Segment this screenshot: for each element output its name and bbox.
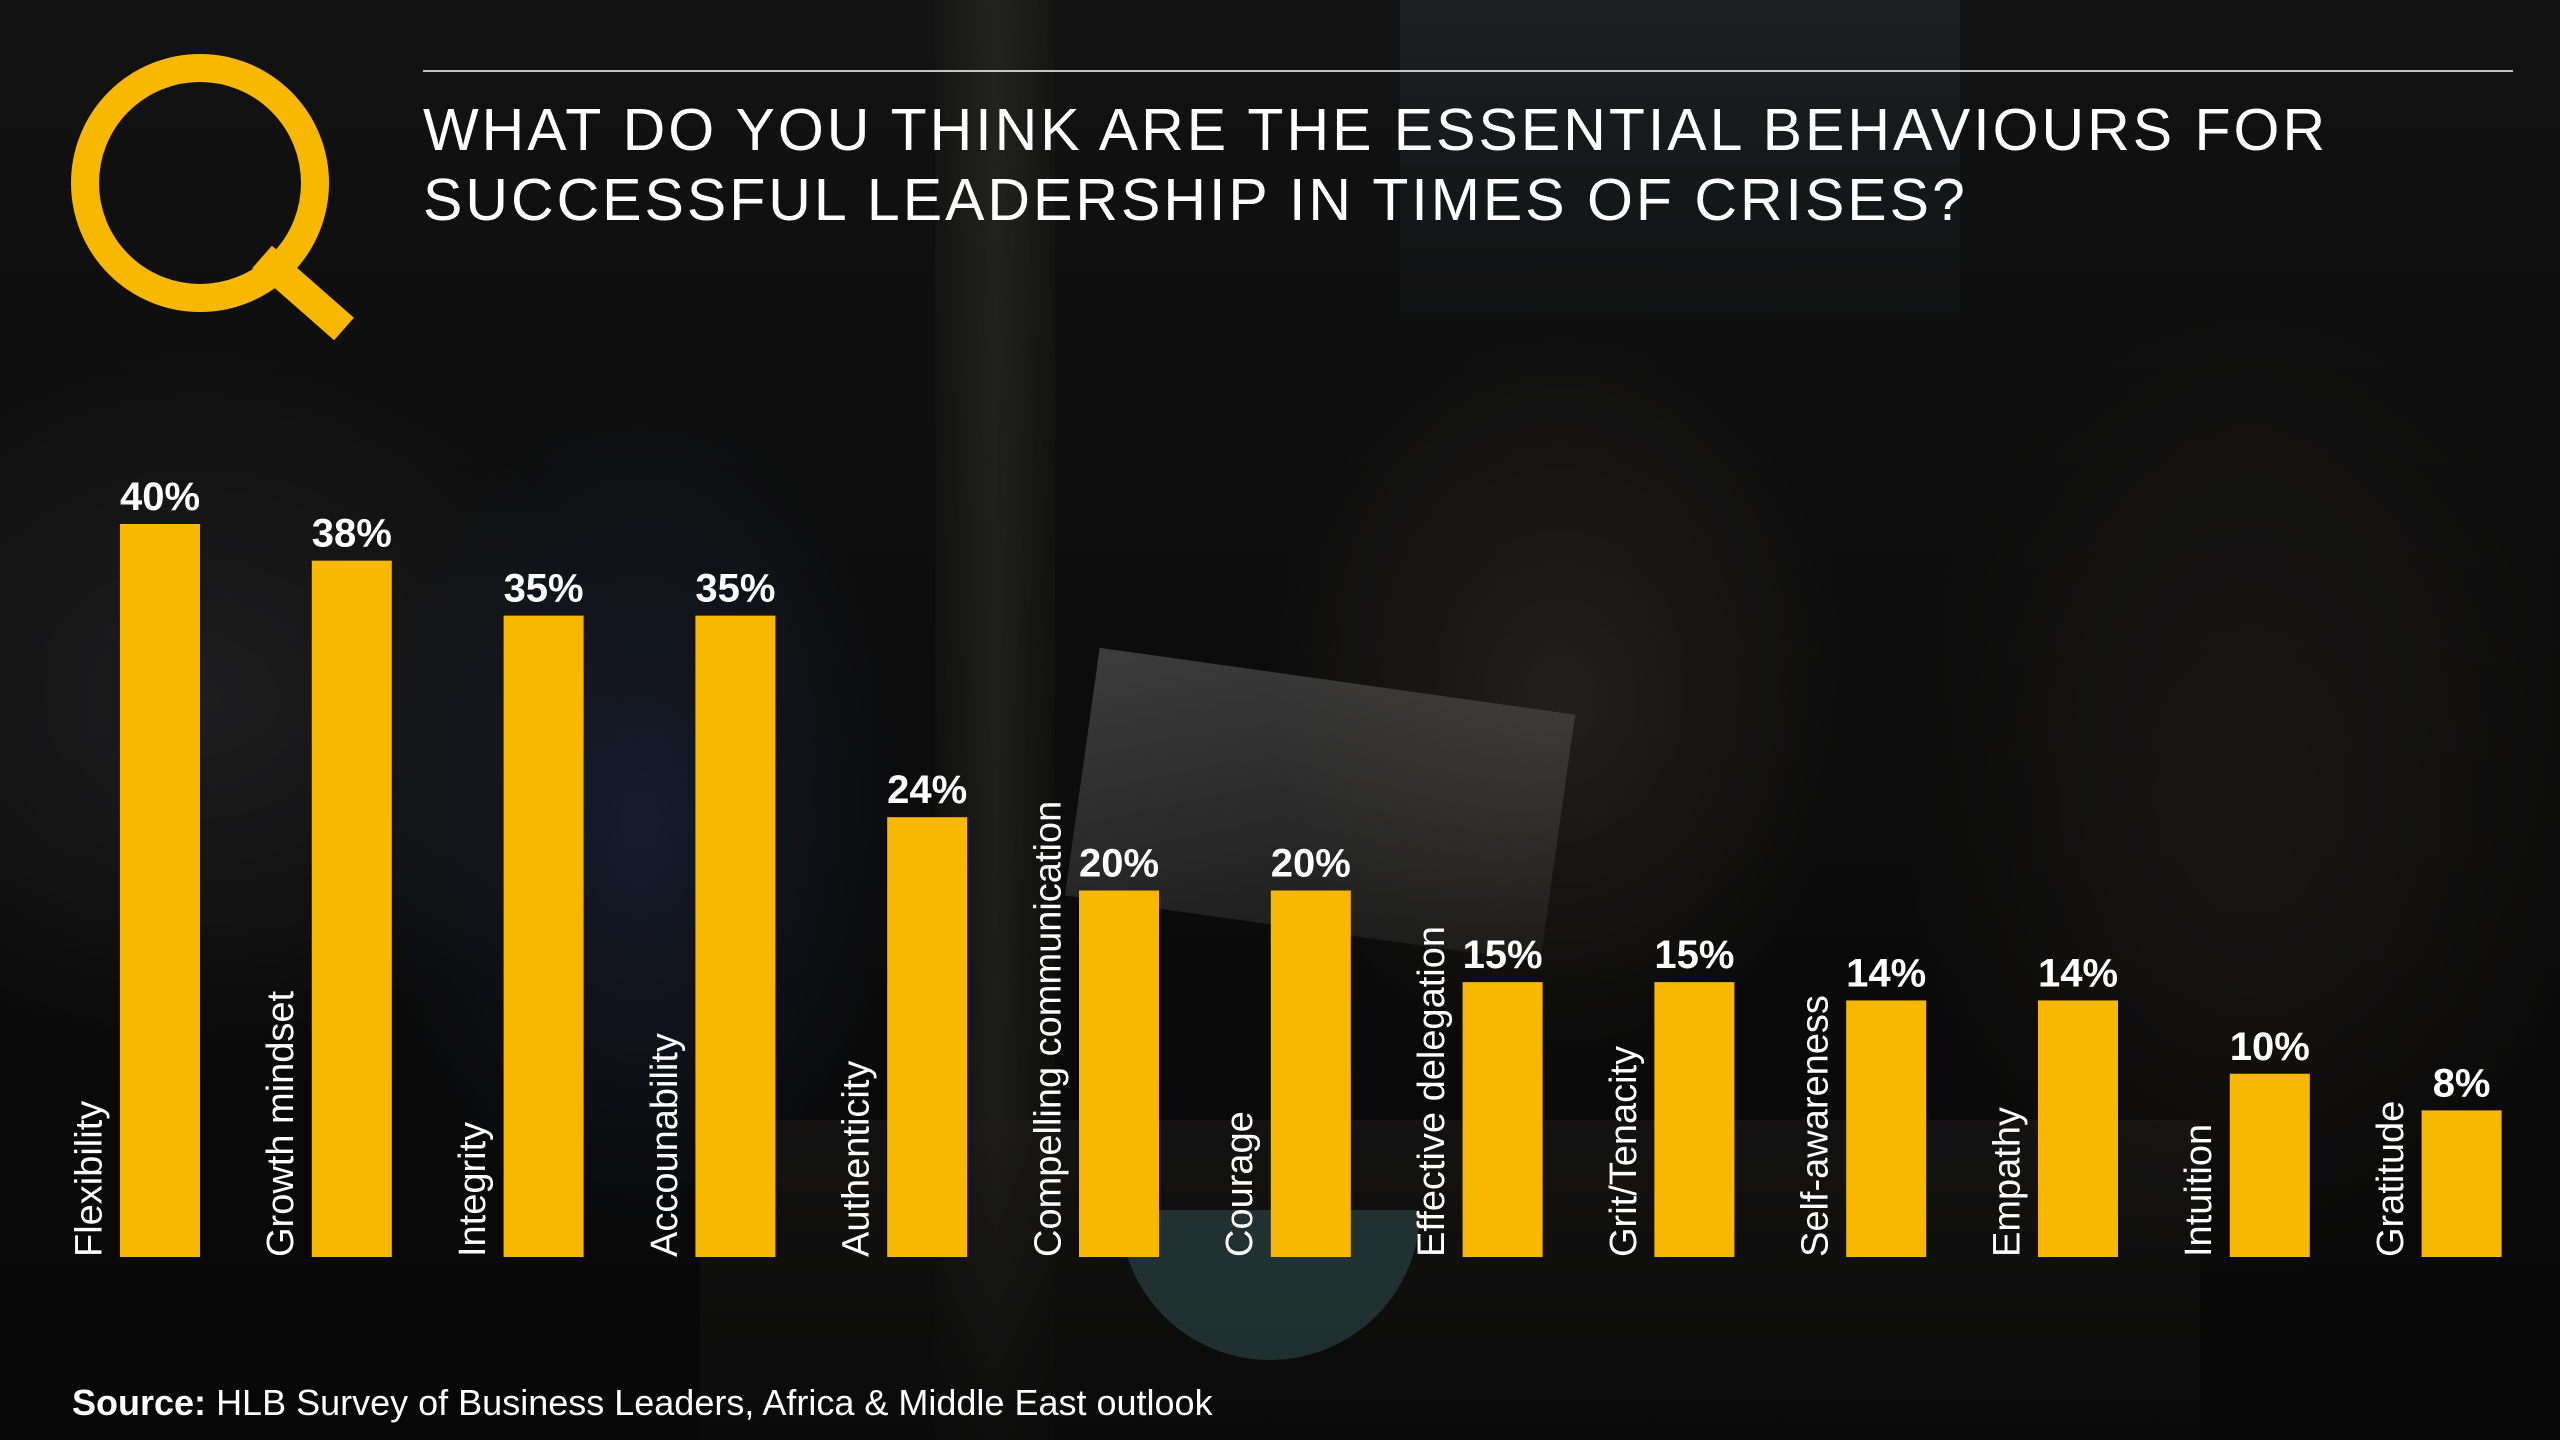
category-label: Intuition: [2178, 1124, 2220, 1257]
category-label: Authenticity: [836, 1061, 878, 1257]
category-label: Growth mindset: [260, 990, 302, 1257]
category-label: Empathy: [1986, 1107, 2028, 1257]
title-line-2: SUCCESSFUL LEADERSHIP IN TIMES OF CRISES…: [423, 167, 1968, 233]
bar-value-label: 14%: [2038, 951, 2118, 995]
bar-value-label: 20%: [1079, 842, 1159, 886]
bar-value-label: 8%: [2433, 1061, 2491, 1105]
bar-value-label: 20%: [1271, 842, 1351, 886]
bar-9: [1654, 982, 1735, 1257]
bar-3: [503, 615, 584, 1257]
bar-7: [1270, 890, 1351, 1257]
source-label: Source:: [72, 1382, 207, 1423]
category-label: Effective delegation: [1411, 926, 1453, 1257]
bar-5: [887, 817, 968, 1257]
bar-4: [695, 615, 776, 1257]
category-label: Flexibility: [68, 1101, 110, 1257]
bar-value-label: 38%: [312, 512, 392, 556]
source-note: Source: HLB Survey of Business Leaders, …: [72, 1382, 1213, 1424]
bar-2: [311, 560, 392, 1257]
bar-value-label: 40%: [120, 475, 200, 519]
bar-value-label: 14%: [1846, 951, 1926, 995]
bar-10: [1846, 1000, 1927, 1257]
background-window: [1400, 0, 1960, 320]
title-rule: [423, 70, 2513, 72]
category-label: Courage: [1219, 1111, 1261, 1257]
bar-8: [1462, 982, 1543, 1257]
bar-value-label: 10%: [2230, 1025, 2310, 1069]
category-label: Self-awareness: [1795, 995, 1837, 1257]
bar-value-label: 15%: [1463, 933, 1543, 977]
chart-title: WHAT DO YOU THINK ARE THE ESSENTIAL BEHA…: [423, 95, 2503, 235]
bar-value-label: 35%: [504, 567, 584, 611]
bar-value-label: 35%: [695, 567, 775, 611]
bar-value-label: 15%: [1654, 933, 1734, 977]
bar-12: [2229, 1073, 2310, 1257]
title-line-1: WHAT DO YOU THINK ARE THE ESSENTIAL BEHA…: [423, 97, 2329, 163]
bar-13: [2421, 1110, 2502, 1257]
bar-value-label: 24%: [887, 768, 967, 812]
bar-6: [1079, 890, 1159, 1257]
bar-1: [120, 524, 200, 1257]
category-label: Compelling communication: [1027, 801, 1069, 1257]
category-label: Accounability: [644, 1033, 686, 1257]
category-label: Integrity: [452, 1122, 494, 1257]
q-logo-icon: [71, 54, 354, 341]
category-label: Gratitude: [2370, 1101, 2412, 1257]
category-label: Grit/Tenacity: [1603, 1046, 1645, 1257]
source-text: HLB Survey of Business Leaders, Africa &…: [216, 1382, 1213, 1423]
bar-11: [2038, 1000, 2118, 1257]
